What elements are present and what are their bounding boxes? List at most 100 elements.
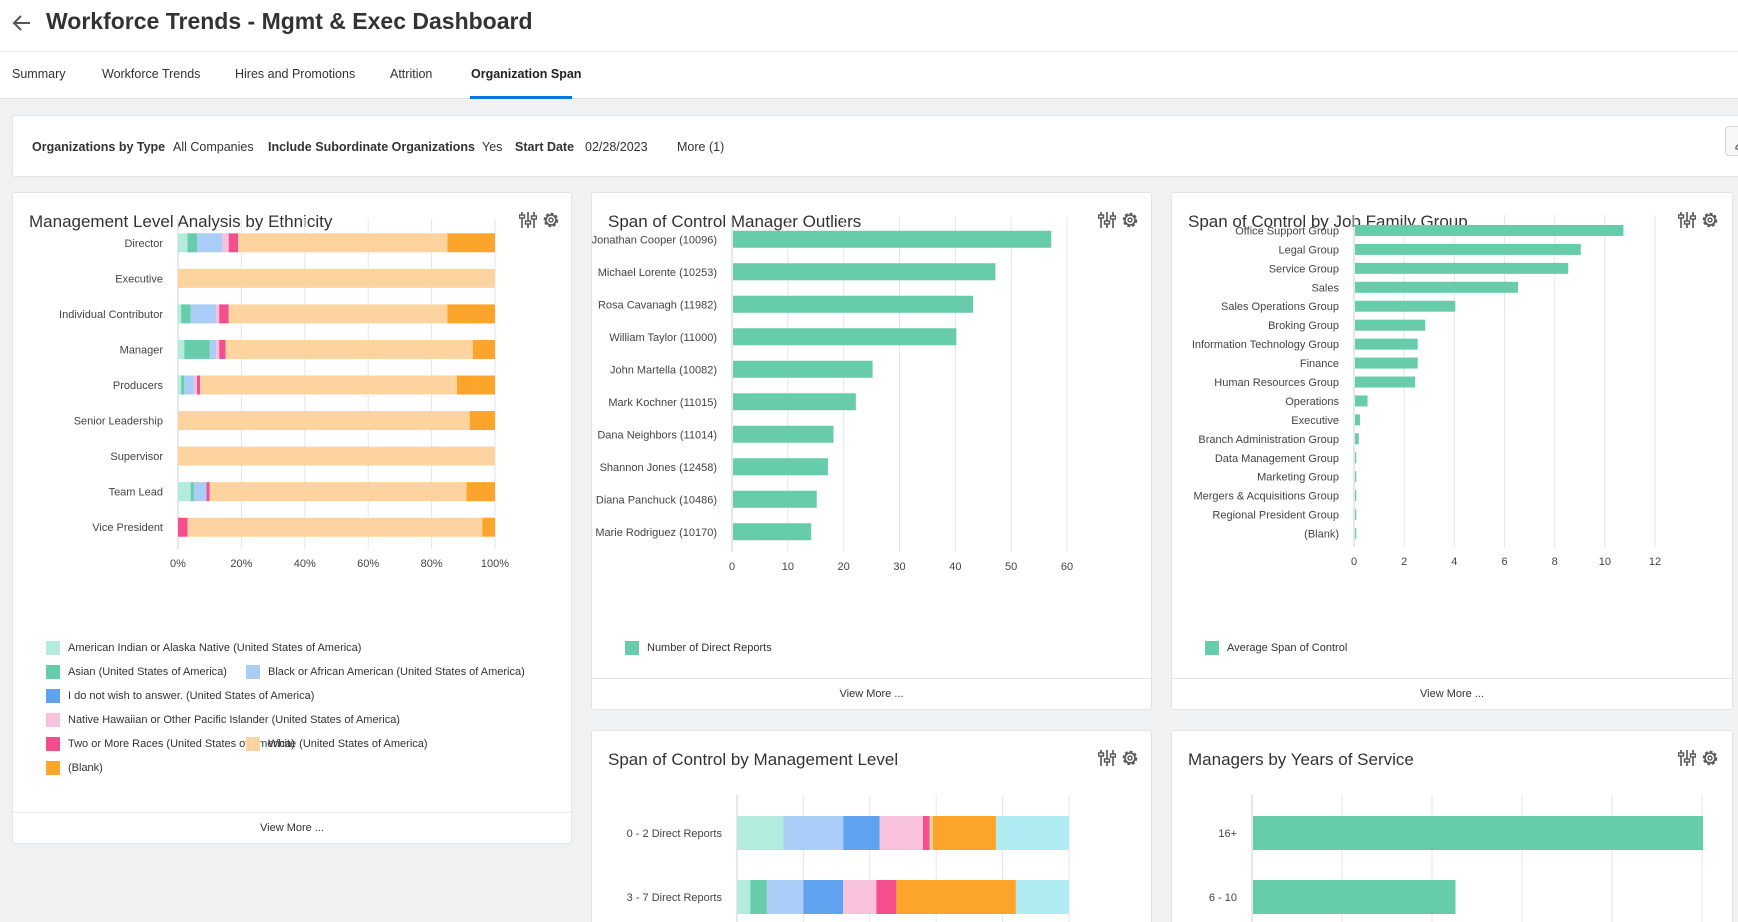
- filter-more-link[interactable]: More (1): [677, 140, 725, 154]
- outliers-bar-chart: 0 10 20 30 40 50 60 Jonathan Cooper (10096) Mich…: [592, 217, 1073, 573]
- legend-swatch: [46, 737, 60, 751]
- filter-label-org-type: Organizations by Type: [32, 140, 166, 154]
- card-actions: [1098, 748, 1140, 770]
- bar-segment: [178, 233, 188, 253]
- bar-segment: [209, 339, 217, 359]
- active-tab-indicator: [470, 96, 572, 99]
- y-category-label: Diana Panchuck (10486): [596, 494, 717, 506]
- bar-segment: [219, 339, 226, 359]
- bar-segment: [193, 482, 207, 502]
- legend-label: (Blank): [68, 762, 103, 774]
- bar-segment: [197, 233, 223, 253]
- tab-summary[interactable]: Summary: [12, 67, 66, 81]
- legend-swatch: [46, 689, 60, 703]
- y-category-label: Dana Neighbors (11014): [597, 429, 717, 441]
- view-more-button[interactable]: View More ...: [592, 678, 1151, 709]
- card-actions: [519, 210, 561, 232]
- bar-segment: [466, 482, 495, 502]
- sliders-icon[interactable]: [1098, 748, 1116, 768]
- y-category-label: Legal Group: [1278, 244, 1339, 256]
- bar-segment: [995, 816, 1069, 850]
- bar: [1355, 376, 1416, 388]
- edit-filters-button[interactable]: [1725, 126, 1738, 156]
- x-tick-label: 0: [1351, 556, 1357, 568]
- legend-swatch: [625, 641, 639, 655]
- bar: [733, 328, 957, 346]
- bar: [1355, 471, 1357, 483]
- gear-icon[interactable]: [1700, 748, 1720, 768]
- y-category-label: 0 - 2 Direct Reports: [627, 828, 723, 840]
- bar: [1355, 262, 1569, 274]
- bar-segment: [178, 411, 470, 431]
- bar-segment: [216, 339, 220, 359]
- bar-segment: [178, 304, 182, 324]
- bar-segment: [206, 482, 210, 502]
- job-family-bar-chart: 0 2 4 6 8 10 12 Office Support Group Legal Group…: [1192, 215, 1661, 568]
- y-category-label: Supervisor: [110, 451, 163, 463]
- bar-segment: [178, 375, 182, 395]
- x-tick-label: 0%: [170, 558, 186, 570]
- y-category-label: Shannon Jones (12458): [600, 462, 717, 474]
- bar: [1355, 338, 1418, 350]
- sliders-icon[interactable]: [519, 210, 537, 230]
- y-category-label: Team Lead: [109, 487, 163, 499]
- bar: [1355, 300, 1456, 312]
- y-category-label: 6 - 10: [1209, 892, 1237, 904]
- sliders-icon[interactable]: [1678, 210, 1696, 230]
- legend-label: I do not wish to answer. (United States …: [68, 690, 315, 702]
- view-more-button[interactable]: View More ...: [13, 812, 571, 843]
- bar-segment: [200, 375, 457, 395]
- bar-segment: [896, 880, 1016, 914]
- bar-segment: [178, 517, 188, 537]
- tab-workforce-trends[interactable]: Workforce Trends: [102, 67, 201, 81]
- bar-segment: [225, 339, 473, 359]
- arrow-left-icon[interactable]: [10, 11, 34, 35]
- y-category-label: Jonathan Cooper (10096): [592, 234, 717, 246]
- gear-icon[interactable]: [1700, 210, 1720, 230]
- y-category-label: Broking Group: [1268, 320, 1339, 332]
- bar: [1355, 395, 1368, 407]
- sliders-icon[interactable]: [1678, 748, 1696, 768]
- bar-segment: [181, 304, 191, 324]
- bar: [1355, 224, 1624, 236]
- bar: [1355, 490, 1357, 502]
- legend-swatch: [46, 761, 60, 775]
- y-category-label: Sales: [1311, 282, 1339, 294]
- bar: [733, 523, 812, 541]
- bar: [733, 458, 828, 476]
- bar-segment: [181, 375, 185, 395]
- gear-icon[interactable]: [541, 210, 561, 230]
- card-management-level-ethnicity: Management Level Analysis by Ethnicity 0…: [12, 192, 572, 844]
- view-more-button[interactable]: View More ...: [1172, 678, 1732, 709]
- filter-label-start-date: Start Date: [515, 140, 575, 154]
- filter-panel: Organizations by Type All Companies Incl…: [12, 115, 1738, 177]
- filter-value-subordinate[interactable]: Yes: [482, 140, 503, 154]
- y-category-label: Producers: [113, 380, 164, 392]
- y-category-label: Office Support Group: [1235, 225, 1339, 237]
- y-category-label: Christina Marie Rodriguez (10170): [592, 527, 717, 539]
- tab-attrition[interactable]: Attrition: [390, 67, 433, 81]
- x-tick-label: 50: [1005, 561, 1017, 573]
- bar-segment: [929, 816, 933, 850]
- bar-segment: [447, 233, 495, 253]
- card-span-of-control-outliers: Span of Control Manager Outliers 0 10 20 30…: [591, 192, 1152, 710]
- filter-value-start-date[interactable]: 02/28/2023: [585, 140, 648, 154]
- bar-segment: [456, 375, 495, 395]
- bar-segment: [187, 517, 483, 537]
- sliders-icon[interactable]: [1098, 210, 1116, 230]
- gear-icon[interactable]: [1120, 210, 1140, 230]
- tab-organization-span[interactable]: Organization Span: [471, 67, 582, 81]
- bar: [1355, 319, 1426, 331]
- bar: [733, 263, 996, 281]
- filter-label-subordinate: Include Subordinate Organizations: [268, 140, 475, 154]
- y-category-label: Regional President Group: [1212, 510, 1339, 522]
- filter-value-org-type[interactable]: All Companies: [173, 140, 254, 154]
- tab-hires-and-promotions[interactable]: Hires and Promotions: [235, 67, 356, 81]
- bar: [1355, 243, 1581, 255]
- ethnicity-legend: American Indian or Alaska Native (United…: [46, 641, 566, 791]
- x-tick-label: 20: [838, 561, 850, 573]
- bar-segment: [222, 233, 229, 253]
- y-category-label: Michael Lorente (10253): [598, 267, 717, 279]
- gear-icon[interactable]: [1120, 748, 1140, 768]
